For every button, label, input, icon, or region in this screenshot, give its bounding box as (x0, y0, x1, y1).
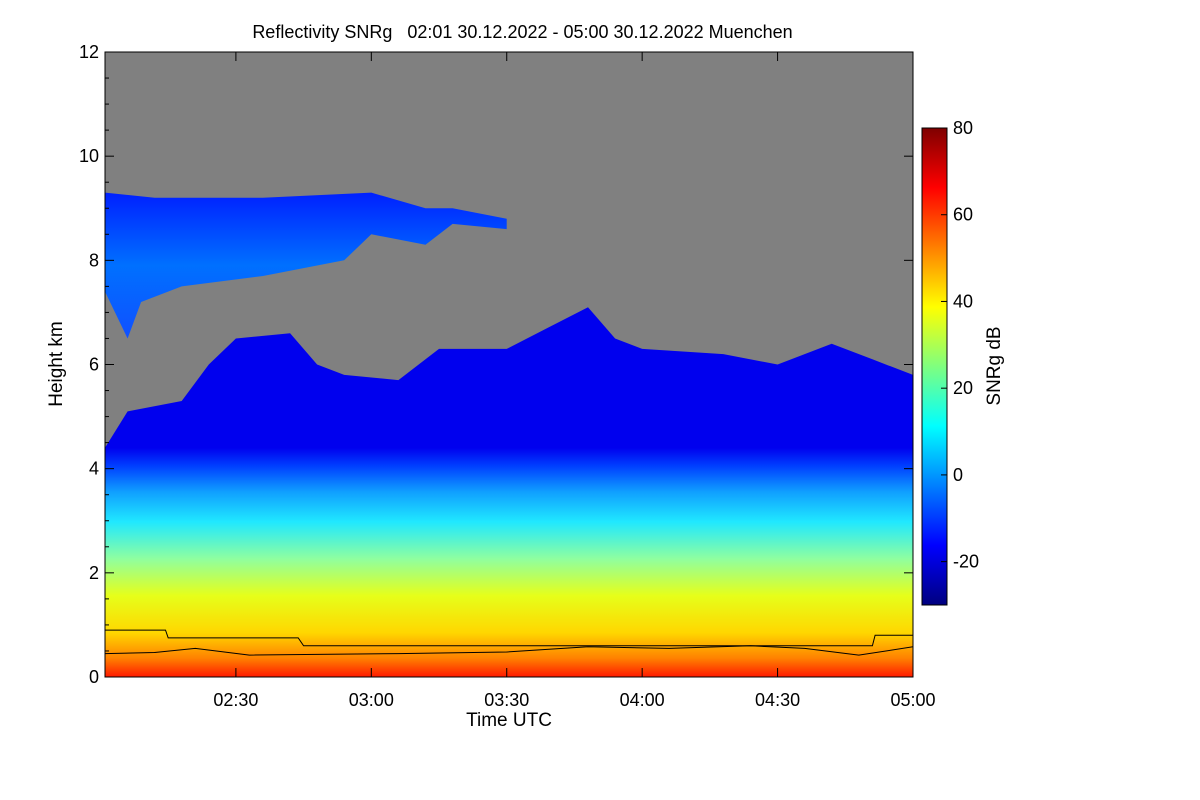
x-tick-label: 04:30 (755, 690, 800, 710)
x-tick-label: 04:00 (620, 690, 665, 710)
chart-title: Reflectivity SNRg 02:01 30.12.2022 - 05:… (252, 22, 793, 42)
y-tick-label: 12 (79, 42, 99, 62)
colorbar-tick-label: 0 (953, 465, 963, 485)
upper-cloud-layer (105, 192, 507, 339)
colorbar-tick-label: 80 (953, 118, 973, 138)
colorbar: -20 0 20 40 60 80 SNRg dB (921, 118, 1005, 606)
boundary-line-lower (105, 645, 913, 656)
x-axis-title: Time UTC (466, 710, 552, 731)
colorbar-tick-label: 20 (953, 378, 973, 398)
y-tick-label: 0 (89, 667, 99, 687)
colorbar-title: SNRg dB (984, 326, 1005, 405)
boundary-line-upper (105, 629, 913, 647)
x-tick-label: 03:00 (349, 690, 394, 710)
y-axis-title: Height km (46, 321, 67, 407)
main-cloud-layer (105, 307, 913, 677)
x-tick-label: 05:00 (890, 690, 935, 710)
y-axis: 0 2 4 6 8 10 12 (79, 42, 913, 687)
x-tick-label: 02:30 (213, 690, 258, 710)
x-axis: 02:30 03:00 03:30 04:00 04:30 05:00 (213, 52, 936, 710)
colorbar-tick-label: 40 (953, 291, 973, 311)
y-tick-label: 2 (89, 563, 99, 583)
y-tick-label: 6 (89, 355, 99, 375)
y-tick-label: 4 (89, 459, 99, 479)
y-tick-label: 10 (79, 146, 99, 166)
colorbar-gradient (921, 127, 948, 606)
y-tick-label: 8 (89, 250, 99, 270)
x-tick-label: 03:30 (484, 690, 529, 710)
colorbar-tick-label: 60 (953, 205, 973, 225)
colorbar-tick-label: -20 (953, 552, 979, 572)
